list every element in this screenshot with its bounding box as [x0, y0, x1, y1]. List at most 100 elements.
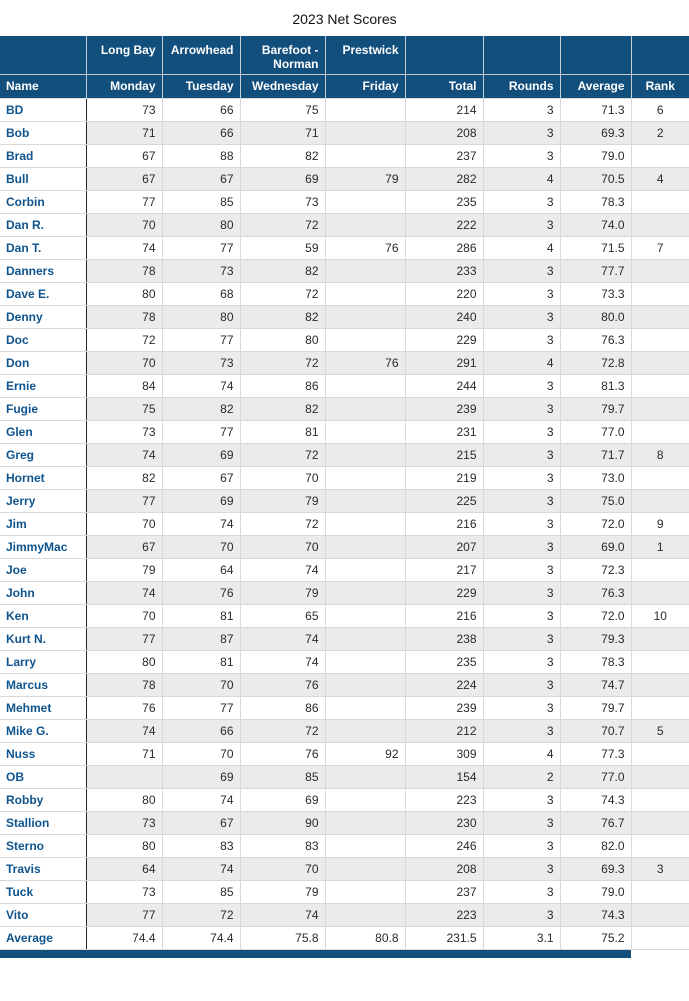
- score-cell: 76: [325, 236, 406, 260]
- score-cell: 74: [86, 719, 163, 743]
- rounds-cell: 4: [483, 742, 561, 766]
- score-cell: 70: [86, 351, 163, 375]
- player-name-cell: Ken: [0, 604, 87, 628]
- score-cell: 79: [240, 880, 326, 904]
- player-row: Danners 78 73 82 233 3 77.7: [0, 259, 689, 283]
- score-cell: 76: [86, 696, 163, 720]
- player-row: Ernie 84 74 86 244 3 81.3: [0, 374, 689, 398]
- player-row: Jerry 77 69 79 225 3 75.0: [0, 489, 689, 513]
- score-cell: 74.4: [86, 926, 163, 950]
- day-header-cell-tuesday: Tuesday: [162, 74, 241, 99]
- player-row: Nuss 71 70 76 92 309 4 77.3: [0, 742, 689, 766]
- player-row: BD 73 66 75 214 3 71.3 6: [0, 98, 689, 122]
- average-cell: 74.3: [560, 903, 632, 927]
- score-cell: 80: [162, 305, 241, 329]
- rank-cell: [631, 765, 689, 789]
- score-cell: [325, 282, 406, 306]
- average-cell: 78.3: [560, 190, 632, 214]
- rank-cell: [631, 880, 689, 904]
- score-cell: [325, 443, 406, 467]
- score-cell: [325, 604, 406, 628]
- player-name-cell: Greg: [0, 443, 87, 467]
- rounds-cell: 3: [483, 811, 561, 835]
- score-cell: 79: [240, 489, 326, 513]
- score-cell: 76: [240, 742, 326, 766]
- player-name-cell: Marcus: [0, 673, 87, 697]
- rounds-cell: 4: [483, 167, 561, 191]
- player-row: Travis 64 74 70 208 3 69.3 3: [0, 857, 689, 881]
- total-cell: 237: [405, 144, 484, 168]
- rounds-cell: 3: [483, 834, 561, 858]
- total-cell: 286: [405, 236, 484, 260]
- score-cell: 69: [240, 167, 326, 191]
- score-cell: 67: [86, 535, 163, 559]
- rounds-cell: 3: [483, 305, 561, 329]
- player-row: Joe 79 64 74 217 3 72.3: [0, 558, 689, 582]
- score-cell: [325, 213, 406, 237]
- player-row: Hornet 82 67 70 219 3 73.0: [0, 466, 689, 490]
- score-cell: [325, 259, 406, 283]
- score-cell: 82: [240, 259, 326, 283]
- rank-cell: [631, 673, 689, 697]
- score-cell: 67: [86, 167, 163, 191]
- rounds-cell: 3: [483, 489, 561, 513]
- rank-cell: [631, 190, 689, 214]
- rank-cell: [631, 420, 689, 444]
- player-row: Larry 80 81 74 235 3 78.3: [0, 650, 689, 674]
- score-cell: 69: [162, 489, 241, 513]
- score-cell: 74: [240, 903, 326, 927]
- rank-cell: [631, 834, 689, 858]
- average-cell: 74.3: [560, 788, 632, 812]
- player-name-cell: Mehmet: [0, 696, 87, 720]
- score-cell: [325, 558, 406, 582]
- score-cell: 73: [86, 880, 163, 904]
- score-cell: [325, 627, 406, 651]
- score-cell: 71: [86, 121, 163, 145]
- average-cell: 81.3: [560, 374, 632, 398]
- table-bottom-bar: [0, 949, 631, 958]
- average-cell: 82.0: [560, 834, 632, 858]
- player-row: Jim 70 74 72 216 3 72.0 9: [0, 512, 689, 536]
- score-cell: 64: [86, 857, 163, 881]
- player-row: Tuck 73 85 79 237 3 79.0: [0, 880, 689, 904]
- score-cell: 79: [325, 167, 406, 191]
- score-cell: [325, 903, 406, 927]
- score-cell: [325, 535, 406, 559]
- average-cell: 70.7: [560, 719, 632, 743]
- score-cell: 69: [162, 765, 241, 789]
- total-cell: 212: [405, 719, 484, 743]
- score-cell: 74: [162, 857, 241, 881]
- score-cell: 80: [240, 328, 326, 352]
- score-cell: 81: [162, 650, 241, 674]
- score-cell: 70: [240, 466, 326, 490]
- day-header-cell-monday: Monday: [86, 74, 163, 99]
- score-cell: 77: [162, 420, 241, 444]
- total-cell: 216: [405, 512, 484, 536]
- player-row: Don 70 73 72 76 291 4 72.8: [0, 351, 689, 375]
- course-header-cell: Long Bay: [86, 36, 163, 75]
- player-name-cell: Joe: [0, 558, 87, 582]
- score-cell: 72: [240, 351, 326, 375]
- score-cell: 73: [240, 190, 326, 214]
- player-name-cell: Corbin: [0, 190, 87, 214]
- rounds-cell: 3: [483, 604, 561, 628]
- player-row: Bull 67 67 69 79 282 4 70.5 4: [0, 167, 689, 191]
- player-name-cell: OB: [0, 765, 87, 789]
- player-name-cell: Kurt N.: [0, 627, 87, 651]
- average-cell: 79.0: [560, 880, 632, 904]
- rank-cell: 2: [631, 121, 689, 145]
- course-header-cell: Barefoot - Norman: [240, 36, 326, 75]
- total-cell: 208: [405, 857, 484, 881]
- score-cell: [325, 144, 406, 168]
- rank-cell: [631, 374, 689, 398]
- rounds-cell: 3: [483, 558, 561, 582]
- player-name-cell: Larry: [0, 650, 87, 674]
- score-cell: 70: [240, 857, 326, 881]
- score-cell: 74: [162, 374, 241, 398]
- total-cell: 244: [405, 374, 484, 398]
- player-row: Mike G. 74 66 72 212 3 70.7 5: [0, 719, 689, 743]
- score-cell: 79: [86, 558, 163, 582]
- average-cell: 71.7: [560, 443, 632, 467]
- score-cell: 72: [240, 719, 326, 743]
- score-cell: 75: [86, 397, 163, 421]
